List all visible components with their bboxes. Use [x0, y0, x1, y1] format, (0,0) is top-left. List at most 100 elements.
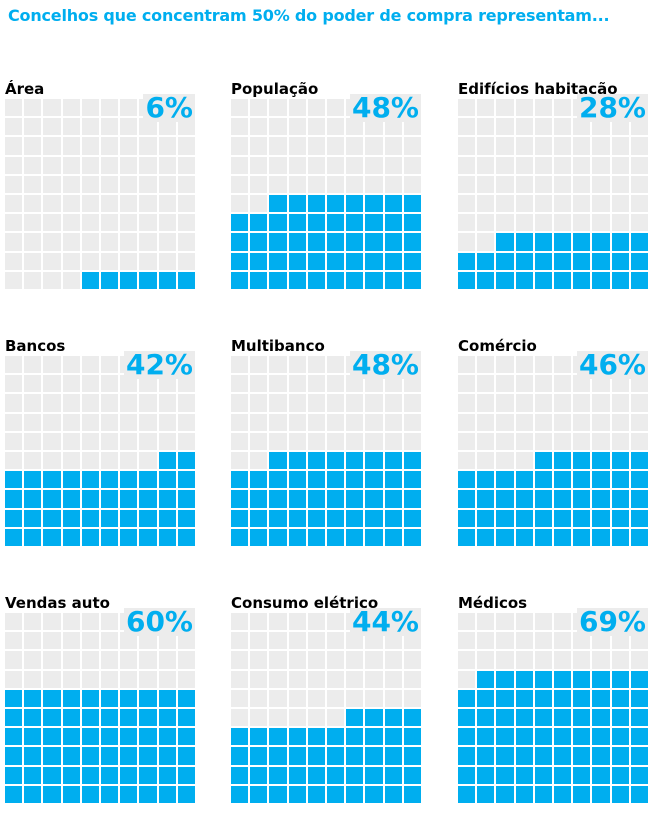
waffle-cell-filled [269, 785, 287, 803]
waffle-cell-filled [365, 452, 383, 470]
waffle-cell-filled [630, 709, 648, 727]
waffle-cell-filled [62, 490, 80, 508]
waffle-cell-filled [5, 747, 23, 765]
waffle-cell-filled [62, 728, 80, 746]
panel-label: Consumo elétrico [231, 594, 379, 612]
waffle-cell-filled [269, 195, 287, 213]
waffle-cell-filled [592, 452, 610, 470]
waffle-cell-filled [384, 233, 402, 251]
waffle-grid [458, 99, 648, 289]
waffle-cell-filled [139, 689, 157, 707]
waffle-cell-empty [307, 118, 325, 136]
waffle-cell-filled [158, 490, 176, 508]
waffle-cell-empty [630, 651, 648, 669]
waffle-cell-filled [43, 785, 61, 803]
waffle-cell-filled [62, 471, 80, 489]
waffle-cell-empty [43, 375, 61, 393]
waffle-cell-filled [554, 528, 572, 546]
waffle-cell-filled [534, 766, 552, 784]
waffle-cell-empty [250, 118, 268, 136]
waffle-cell-empty [384, 375, 402, 393]
waffle-cell-filled [139, 271, 157, 289]
waffle-cell-empty [403, 432, 421, 450]
waffle-cell-empty [250, 651, 268, 669]
waffle-cell-filled [139, 471, 157, 489]
waffle-cell-filled [307, 214, 325, 232]
waffle-cell-filled [496, 766, 514, 784]
waffle-cell-empty [120, 252, 138, 270]
waffle-cell-filled [611, 452, 629, 470]
waffle-cell-empty [573, 394, 591, 412]
waffle-cell-empty [43, 118, 61, 136]
waffle-cell-filled [307, 747, 325, 765]
waffle-cell-filled [250, 271, 268, 289]
waffle-cell-filled [403, 271, 421, 289]
panel-label: Comércio [458, 337, 537, 355]
waffle-cell-filled [573, 528, 591, 546]
waffle-cell-filled [307, 509, 325, 527]
waffle-cell-filled [43, 528, 61, 546]
waffle-cell-filled [496, 785, 514, 803]
waffle-cell-filled [573, 728, 591, 746]
waffle-cell-empty [62, 137, 80, 155]
waffle-cell-filled [573, 670, 591, 688]
waffle-cell-empty [81, 413, 99, 431]
waffle-cell-empty [384, 156, 402, 174]
waffle-cell-filled [611, 233, 629, 251]
waffle-cell-empty [62, 375, 80, 393]
waffle-cell-filled [515, 528, 533, 546]
waffle-cell-empty [81, 195, 99, 213]
waffle-cell-filled [458, 728, 476, 746]
waffle-cell-filled [250, 766, 268, 784]
waffle-cell-empty [458, 233, 476, 251]
waffle-cell-empty [81, 452, 99, 470]
waffle-panel: Consumo elétrico 44% [231, 594, 423, 806]
waffle-cell-empty [81, 137, 99, 155]
waffle-cell-filled [5, 785, 23, 803]
waffle-cell-filled [346, 452, 364, 470]
waffle-cell-empty [611, 375, 629, 393]
waffle-cell-empty [327, 670, 345, 688]
waffle-cell-empty [62, 413, 80, 431]
waffle-cell-filled [307, 490, 325, 508]
waffle-cell-empty [534, 632, 552, 650]
waffle-cell-filled [365, 709, 383, 727]
waffle-cell-filled [458, 490, 476, 508]
waffle-cell-empty [307, 689, 325, 707]
waffle-cell-empty [611, 195, 629, 213]
waffle-cell-empty [43, 156, 61, 174]
waffle-cell-empty [327, 99, 345, 117]
waffle-cell-empty [592, 175, 610, 193]
waffle-cell-filled [120, 766, 138, 784]
waffle-cell-filled [269, 214, 287, 232]
waffle-cell-filled [101, 490, 119, 508]
waffle-cell-empty [288, 632, 306, 650]
panel-label: Edifícios habitação [458, 80, 618, 98]
waffle-cell-filled [630, 233, 648, 251]
waffle-cell-empty [477, 214, 495, 232]
waffle-cell-filled [534, 509, 552, 527]
waffle-cell-filled [250, 785, 268, 803]
waffle-cell-filled [269, 509, 287, 527]
waffle-cell-filled [496, 689, 514, 707]
waffle-cell-filled [24, 528, 42, 546]
waffle-cell-empty [554, 432, 572, 450]
waffle-cell-filled [158, 528, 176, 546]
waffle-cell-empty [177, 413, 195, 431]
waffle-cell-empty [573, 214, 591, 232]
waffle-cell-filled [554, 785, 572, 803]
waffle-cell-filled [554, 271, 572, 289]
waffle-cell-filled [120, 509, 138, 527]
waffle-cell-empty [43, 271, 61, 289]
waffle-cell-empty [177, 156, 195, 174]
waffle-cell-empty [288, 175, 306, 193]
waffle-cell-filled [307, 233, 325, 251]
waffle-cell-filled [288, 252, 306, 270]
waffle-cell-empty [120, 175, 138, 193]
waffle-cell-empty [573, 413, 591, 431]
waffle-cell-filled [554, 728, 572, 746]
waffle-panel: Médicos 69% [458, 594, 650, 806]
waffle-cell-filled [515, 689, 533, 707]
waffle-cell-filled [24, 766, 42, 784]
percent-label: 44% [349, 605, 421, 638]
